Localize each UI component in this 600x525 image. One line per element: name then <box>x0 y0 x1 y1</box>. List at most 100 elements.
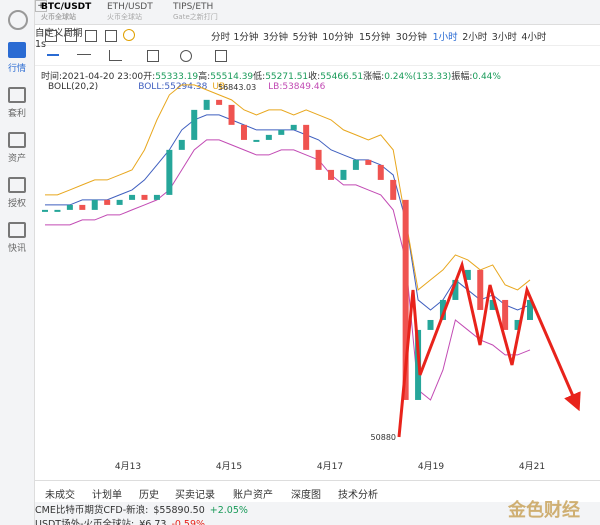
candle <box>240 124 247 140</box>
ticker-bar: CME比特币期货CFD-新浪: $55890.50 +2.05% USDT场外-火币全… <box>35 502 600 525</box>
nav-item[interactable]: 授权 <box>0 177 34 209</box>
bottom-tab[interactable]: 深度图 <box>291 490 321 501</box>
nav-label: 快讯 <box>7 244 26 254</box>
info-value: 55466.51 <box>320 72 364 82</box>
tool[interactable] <box>147 50 159 62</box>
bottom-tab[interactable]: 账户资产 <box>233 490 273 501</box>
candle <box>427 319 434 330</box>
icon <box>85 30 97 42</box>
logo <box>8 10 28 30</box>
candle <box>514 319 521 330</box>
candle <box>129 194 136 200</box>
icon <box>105 30 117 42</box>
candle <box>502 299 509 330</box>
series-name: UB: <box>212 82 229 92</box>
ticker-price: $55890.50 <box>153 505 205 516</box>
nav-item[interactable]: 资产 <box>0 132 34 164</box>
info-label: 振幅: <box>451 72 473 82</box>
refresh[interactable]: 1s <box>35 39 46 50</box>
tab-pair: ETH/USDT <box>107 2 153 12</box>
indicator-row: BOLL(20,2) BOLL:55294.38 UB: LB:53849.46 <box>48 82 330 92</box>
period[interactable]: 3小时 <box>491 32 517 43</box>
tool[interactable] <box>180 50 192 62</box>
period[interactable]: 2小时 <box>462 32 488 43</box>
candle <box>278 129 285 135</box>
period[interactable]: 分时 <box>211 32 231 43</box>
series-name: BOLL: <box>138 82 165 92</box>
nav-label: 授权 <box>7 199 26 209</box>
info-label: 开: <box>143 72 156 82</box>
period[interactable]: 30分钟 <box>395 32 427 43</box>
tab[interactable]: ETH/USDT 火币全球站 <box>107 3 153 22</box>
indicator-name: BOLL(20,2) <box>48 82 99 92</box>
candle <box>390 179 397 200</box>
info-value: 2021-04-20 23:00 <box>62 72 144 82</box>
candle <box>340 169 347 180</box>
nav-item[interactable]: 行情 <box>0 42 34 74</box>
nav-icon <box>8 42 26 58</box>
candle <box>439 299 446 320</box>
tool[interactable] <box>47 54 59 56</box>
boll-line <box>45 114 531 311</box>
period[interactable]: 1小时 <box>432 32 458 43</box>
series-reading: 55294.38 <box>164 82 208 92</box>
series-name: LB: <box>268 82 283 92</box>
icon <box>45 30 57 42</box>
candle <box>352 159 359 170</box>
toolbar: 自定义周期 分时 1分钟 3分钟 5分钟 10分钟 15分钟 30分钟 1小时 2小时 3小时 4小时… <box>35 25 600 50</box>
low-label: 50880 <box>371 433 396 442</box>
ticker-change: -0.59% <box>171 519 206 525</box>
drawing-tools <box>35 46 600 66</box>
period[interactable]: 4小时 <box>521 32 547 43</box>
bottom-tab[interactable]: 计划单 <box>92 490 122 501</box>
info-label: 涨幅: <box>363 72 385 82</box>
period[interactable]: 5分钟 <box>292 32 318 43</box>
period[interactable]: 15分钟 <box>359 32 391 43</box>
candle <box>527 299 533 320</box>
nav-item[interactable]: 套利 <box>0 87 34 119</box>
tool[interactable] <box>215 50 227 62</box>
bottom-tab[interactable]: 未成交 <box>45 490 75 501</box>
nav-item[interactable]: 快讯 <box>0 222 34 254</box>
info-label: 收: <box>308 72 321 82</box>
tab[interactable]: BTC/USDT 火币全球站 <box>41 3 91 22</box>
candle <box>191 109 198 140</box>
info-label: 时间: <box>41 72 63 82</box>
candle <box>377 164 384 180</box>
bottom-tab[interactable]: 买卖记录 <box>175 490 215 501</box>
candle <box>253 139 260 142</box>
candle <box>452 279 459 300</box>
tool[interactable] <box>77 54 91 55</box>
bottom-tab[interactable]: 技术分析 <box>338 490 378 501</box>
ticker-name: USDT场外-火币全球站: <box>35 519 135 525</box>
info-label: 低: <box>253 72 266 82</box>
high-label: 56843.03 <box>218 83 256 92</box>
candle <box>365 159 372 165</box>
info-value: 0.24%(133.33) <box>384 72 452 82</box>
watermark: 金色财经 <box>508 500 580 521</box>
tab-exchange: 火币全球站 <box>41 13 76 21</box>
candle <box>315 149 322 170</box>
candle <box>153 194 160 200</box>
period[interactable]: 1分钟 <box>233 32 259 43</box>
nav-label: 套利 <box>7 109 26 119</box>
candle <box>464 269 471 280</box>
candle <box>489 299 496 310</box>
candle <box>166 149 173 195</box>
period[interactable]: 3分钟 <box>263 32 289 43</box>
tab-pair: BTC/USDT <box>41 2 92 12</box>
tool[interactable] <box>109 50 122 61</box>
candle <box>104 199 111 205</box>
tab[interactable]: TIPS/ETH Gate之新打门 <box>173 3 218 22</box>
x-tick-label: 4月15 <box>216 461 242 472</box>
add-tab[interactable]: + <box>35 0 47 12</box>
tab-pair: TIPS/ETH <box>173 2 214 12</box>
bottom-tabs: 未成交 计划单 历史 买卖记录 账户资产 深度图 技术分析 <box>35 480 600 501</box>
period[interactable]: 10分钟 <box>322 32 354 43</box>
custom-period[interactable]: 自定义周期 <box>35 28 83 39</box>
nav-label: 行情 <box>7 64 26 74</box>
icon <box>65 30 77 42</box>
bottom-tab[interactable]: 历史 <box>139 490 159 501</box>
candle <box>178 139 185 150</box>
info-label: 高: <box>198 72 211 82</box>
